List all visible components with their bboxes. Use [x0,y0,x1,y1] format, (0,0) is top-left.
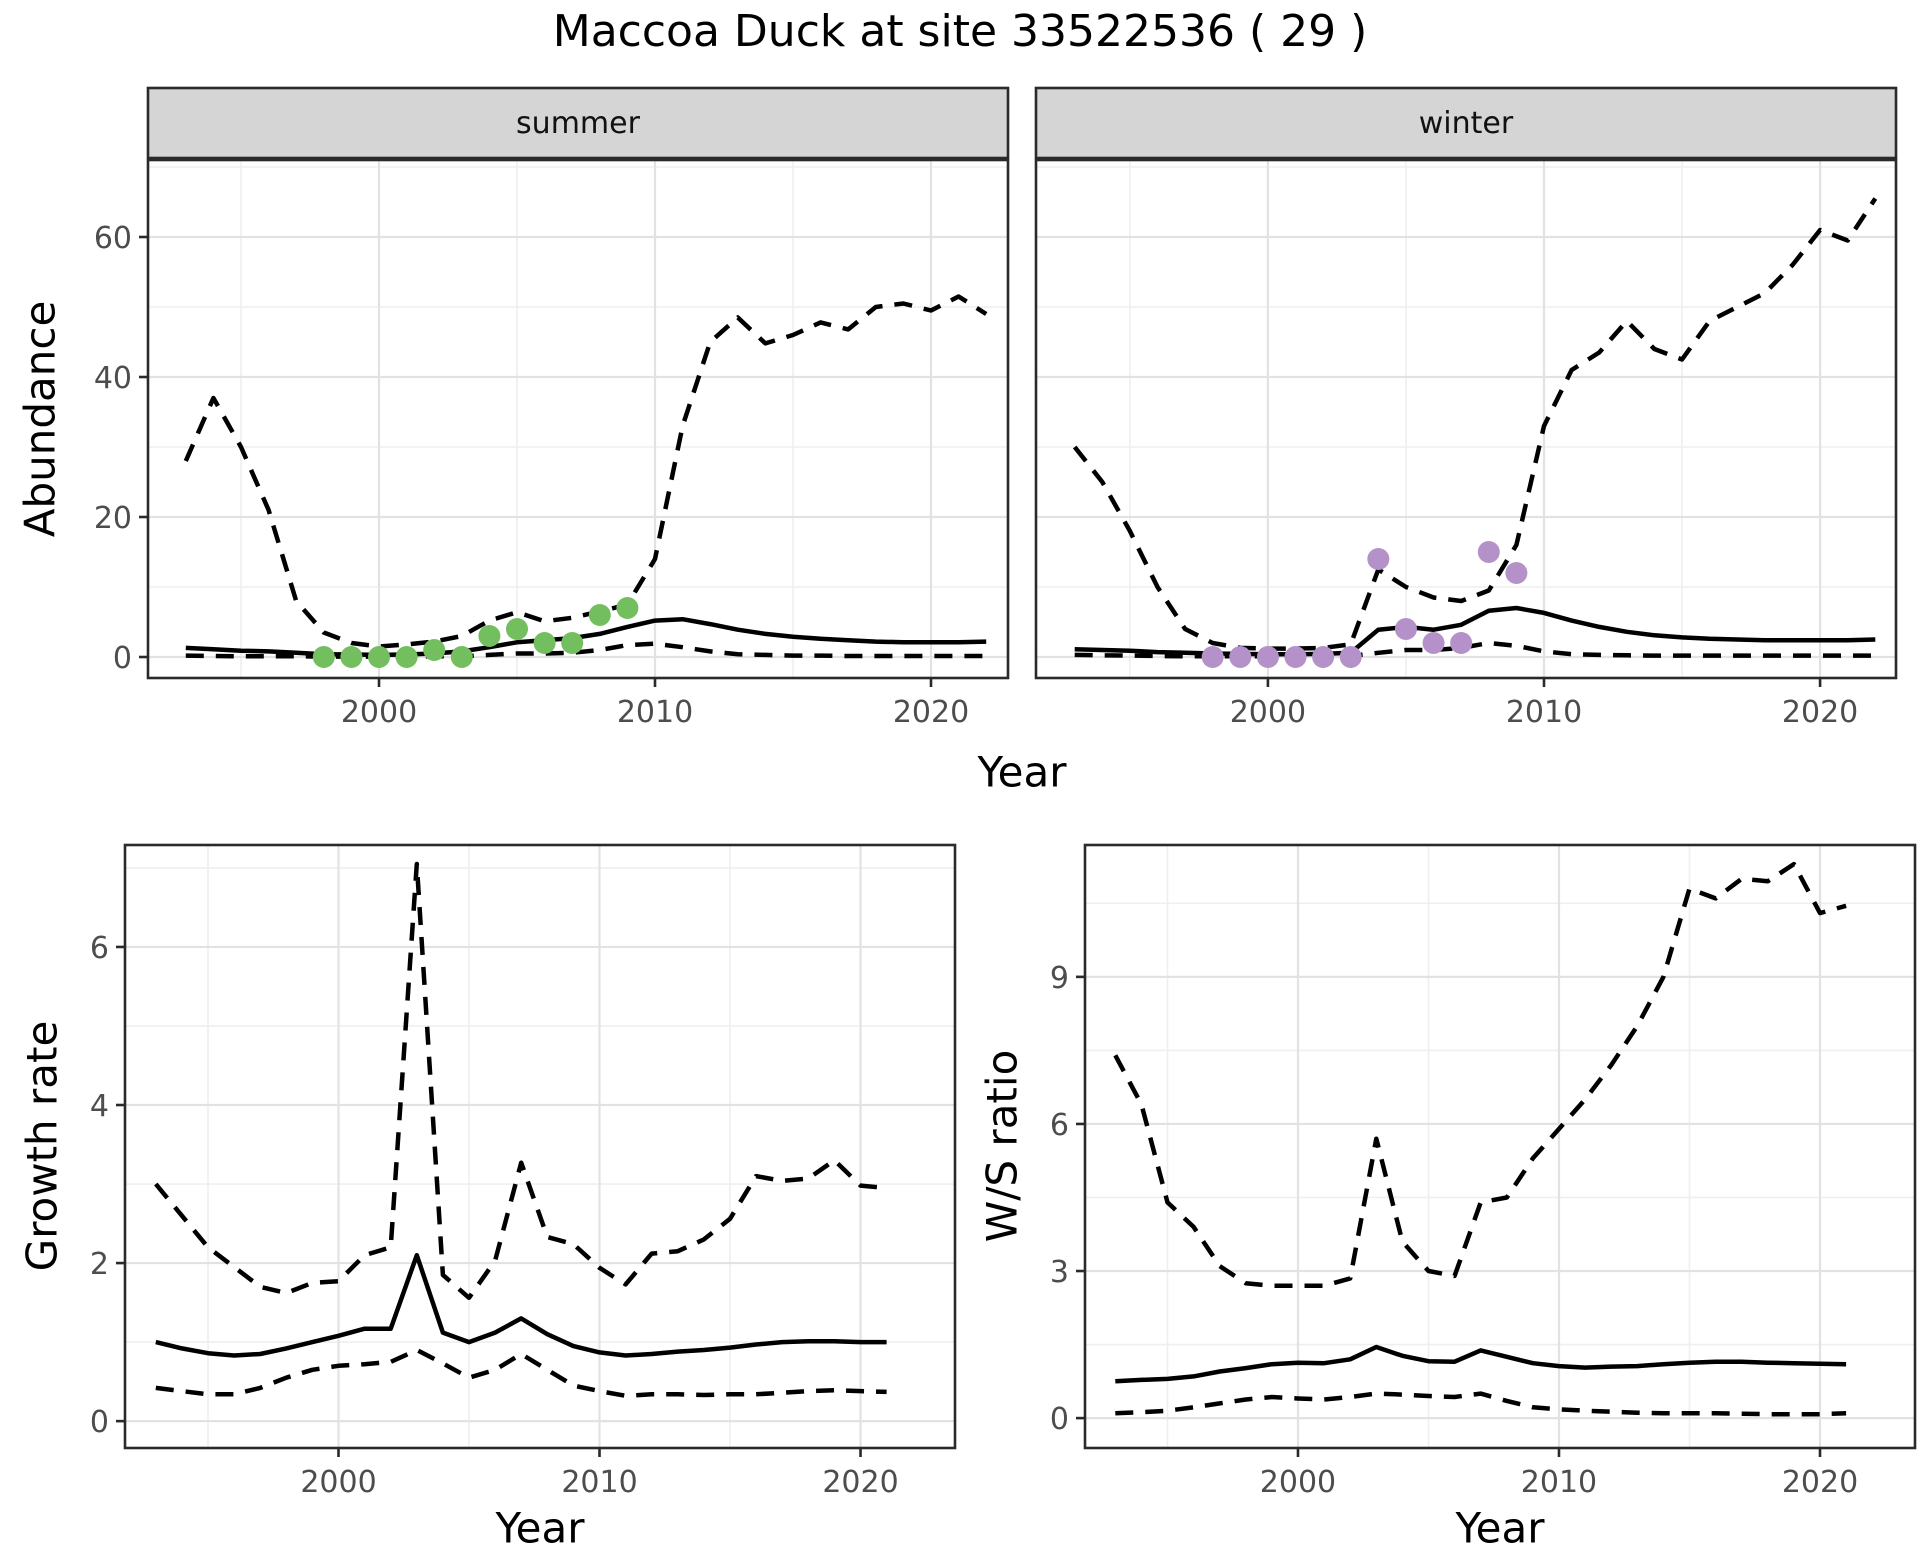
growth-rate-x-tick-label: 2020 [822,1465,898,1500]
abundance-winter-grid [1036,160,1896,678]
top-year-axis-title: Year [977,747,1067,797]
abundance-winter-strip-rect [1034,86,1898,160]
ws-ratio-axis-title: W/S ratio [977,1049,1027,1243]
abundance-summer-data-point [340,646,363,668]
abundance-summer-data-point [478,625,501,647]
ws-ratio-lower-ci-line [1115,1391,1847,1417]
growth-rate-panel-background [125,845,955,1448]
abundance-winter-data-point [1312,646,1335,668]
observed-summer-counts [312,597,639,668]
facet-strip-winter-label: winter [1418,105,1514,141]
panel-abundance-summer: 2000 2010 2020 0 20 40 60 [94,86,1010,730]
facet-strip-winter: winter [1036,88,1896,158]
abundance-summer-data-point [588,604,611,626]
abundance-winter-data-point [1256,646,1279,668]
growth-rate-y-tick-label: 2 [90,1247,109,1282]
panel-abundance-winter: 2000 2010 2020 [1034,86,1898,730]
abundance-summer-data-point [450,646,473,668]
abundance-summer-x-tick-label: 2000 [341,695,417,730]
facet-strip-summer-label: summer [516,105,640,141]
panel-ws-ratio: 2000 2010 2020 0 3 6 9 [1050,843,1917,1500]
abundance-winter-panel-background [1036,160,1896,678]
ws-ratio-y-tick-label: 0 [1050,1402,1069,1437]
abundance-summer-data-point [395,646,418,668]
abundance-summer-upper-ci-line [183,294,988,649]
abundance-summer-data-point [533,632,556,654]
growth-rate-x-tick-label: 2000 [300,1465,376,1500]
ws-ratio-panel-background [1085,845,1915,1448]
abundance-summer-y-tick-label: 40 [94,361,132,396]
abundance-summer-x-tick-label: 2010 [617,695,693,730]
abundance-winter-x-tick-label: 2000 [1230,695,1306,730]
growth-rate-y-tick-label: 0 [90,1405,109,1440]
abundance-winter-data-point [1505,562,1528,584]
ws-ratio-x-tick-label: 2020 [1782,1465,1858,1500]
abundance-winter-x-tick-label: 2020 [1782,695,1858,730]
abundance-winter-panel-border [1034,158,1898,680]
abundance-summer-data-point [312,646,335,668]
abundance-summer-strip-rect [146,86,1010,160]
abundance-winter-x-tick-label: 2010 [1506,695,1582,730]
abundance-summer-y-tick-label: 0 [113,641,132,676]
abundance-summer-y-tick-label: 20 [94,501,132,536]
growth-rate-x-tick-label: 2010 [561,1465,637,1500]
abundance-winter-data-point [1422,632,1445,654]
abundance-summer-panel-border [146,158,1010,680]
growth-rate-lower-ci-line [155,1347,887,1399]
growth-rate-y-tick-label: 6 [90,931,109,966]
abundance-summer-data-point [506,618,529,640]
ws-ratio-y-tick-label: 9 [1050,961,1069,996]
ws-ratio-x-tick-label: 2000 [1260,1465,1336,1500]
abundance-summer-y-tick-label: 60 [94,221,132,256]
growth-rate-panel-border [123,843,957,1450]
abundance-summer-data-point [368,646,391,668]
abundance-winter-data-point [1394,618,1417,640]
figure-title: Maccoa Duck at site 33522536 ( 29 ) [552,6,1368,57]
panel-growth-rate: 2000 2010 2020 0 2 4 6 [90,843,957,1500]
growth-rate-upper-ci-line [154,861,887,1301]
abundance-summer-data-point [561,632,584,654]
ws-ratio-y-tick-label: 3 [1050,1255,1069,1290]
growth-rate-median-line [155,1252,887,1358]
growth-rate-y-tick-label: 4 [90,1089,109,1124]
ws-year-axis-title: Year [1455,1503,1545,1553]
abundance-winter-data-point [1339,646,1362,668]
abundance-winter-data-point [1229,646,1252,668]
abundance-winter-data-point [1450,632,1473,654]
abundance-axis-title: Abundance [15,300,65,538]
abundance-winter-data-point [1284,646,1307,668]
abundance-winter-data-point [1477,541,1500,563]
growth-rate-grid [125,845,955,1448]
abundance-summer-data-point [423,639,446,661]
ws-ratio-median-line [1115,1344,1847,1384]
abundance-winter-data-point [1201,646,1224,668]
ws-ratio-y-tick-label: 6 [1050,1108,1069,1143]
facet-strip-summer: summer [148,88,1008,158]
abundance-summer-x-tick-label: 2020 [893,695,969,730]
ws-ratio-x-tick-label: 2010 [1521,1465,1597,1500]
growth-rate-axis-title: Growth rate [17,1020,67,1272]
ws-ratio-panel-border [1083,843,1917,1450]
growth-year-axis-title: Year [495,1503,585,1553]
abundance-winter-data-point [1367,548,1390,570]
observed-winter-counts [1201,541,1528,668]
abundance-summer-data-point [616,597,639,619]
